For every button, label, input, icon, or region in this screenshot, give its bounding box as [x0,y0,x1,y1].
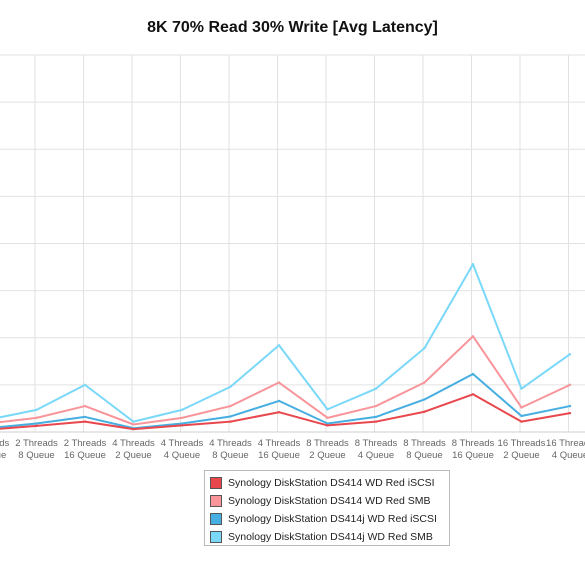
legend-swatch [210,513,222,525]
x-tick-label: 16 Threads 2 Queue [498,438,546,461]
x-tick-label: 8 Threads 2 Queue [306,438,349,461]
x-tick-label: 2 Threads 8 Queue [15,438,58,461]
series-line [0,393,571,431]
series-lines [0,263,572,431]
legend-label: Synology DiskStation DS414 WD Red SMB [228,495,431,507]
legend-item[interactable]: Synology DiskStation DS414j WD Red iSCSI [210,510,449,528]
legend-swatch [210,531,222,543]
series-line [0,373,571,430]
series-line [0,335,571,426]
x-tick-label: 4 Threads 4 Queue [161,438,204,461]
legend: Synology DiskStation DS414 WD Red iSCSI … [204,470,450,546]
legend-swatch [210,495,222,507]
x-tick-label: 2 Threads 16 Queue [64,438,107,461]
chart-title: 8K 70% Read 30% Write [Avg Latency] [147,19,438,36]
legend-label: Synology DiskStation DS414j WD Red iSCSI [228,513,437,525]
x-tick-label: 4 Threads 16 Queue [258,438,301,461]
x-tick-label: 8 Threads 8 Queue [403,438,446,461]
legend-item[interactable]: Synology DiskStation DS414 WD Red SMB [210,492,449,510]
legend-item[interactable]: Synology DiskStation DS414 WD Red iSCSI [210,474,449,492]
x-tick-label: 8 Threads 4 Queue [355,438,398,461]
legend-label: Synology DiskStation DS414 WD Red iSCSI [228,477,435,489]
grid-lines [0,54,585,433]
series-line [0,263,571,423]
legend-label: Synology DiskStation DS414j WD Red SMB [228,531,433,543]
x-tick-label: 4 Threads 2 Queue [112,438,155,461]
legend-item[interactable]: Synology DiskStation DS414j WD Red SMB [210,528,449,546]
x-tick-label: 8 Threads 16 Queue [452,438,495,461]
legend-swatch [210,477,222,489]
x-tick-label: 4 Threads 8 Queue [209,438,252,461]
